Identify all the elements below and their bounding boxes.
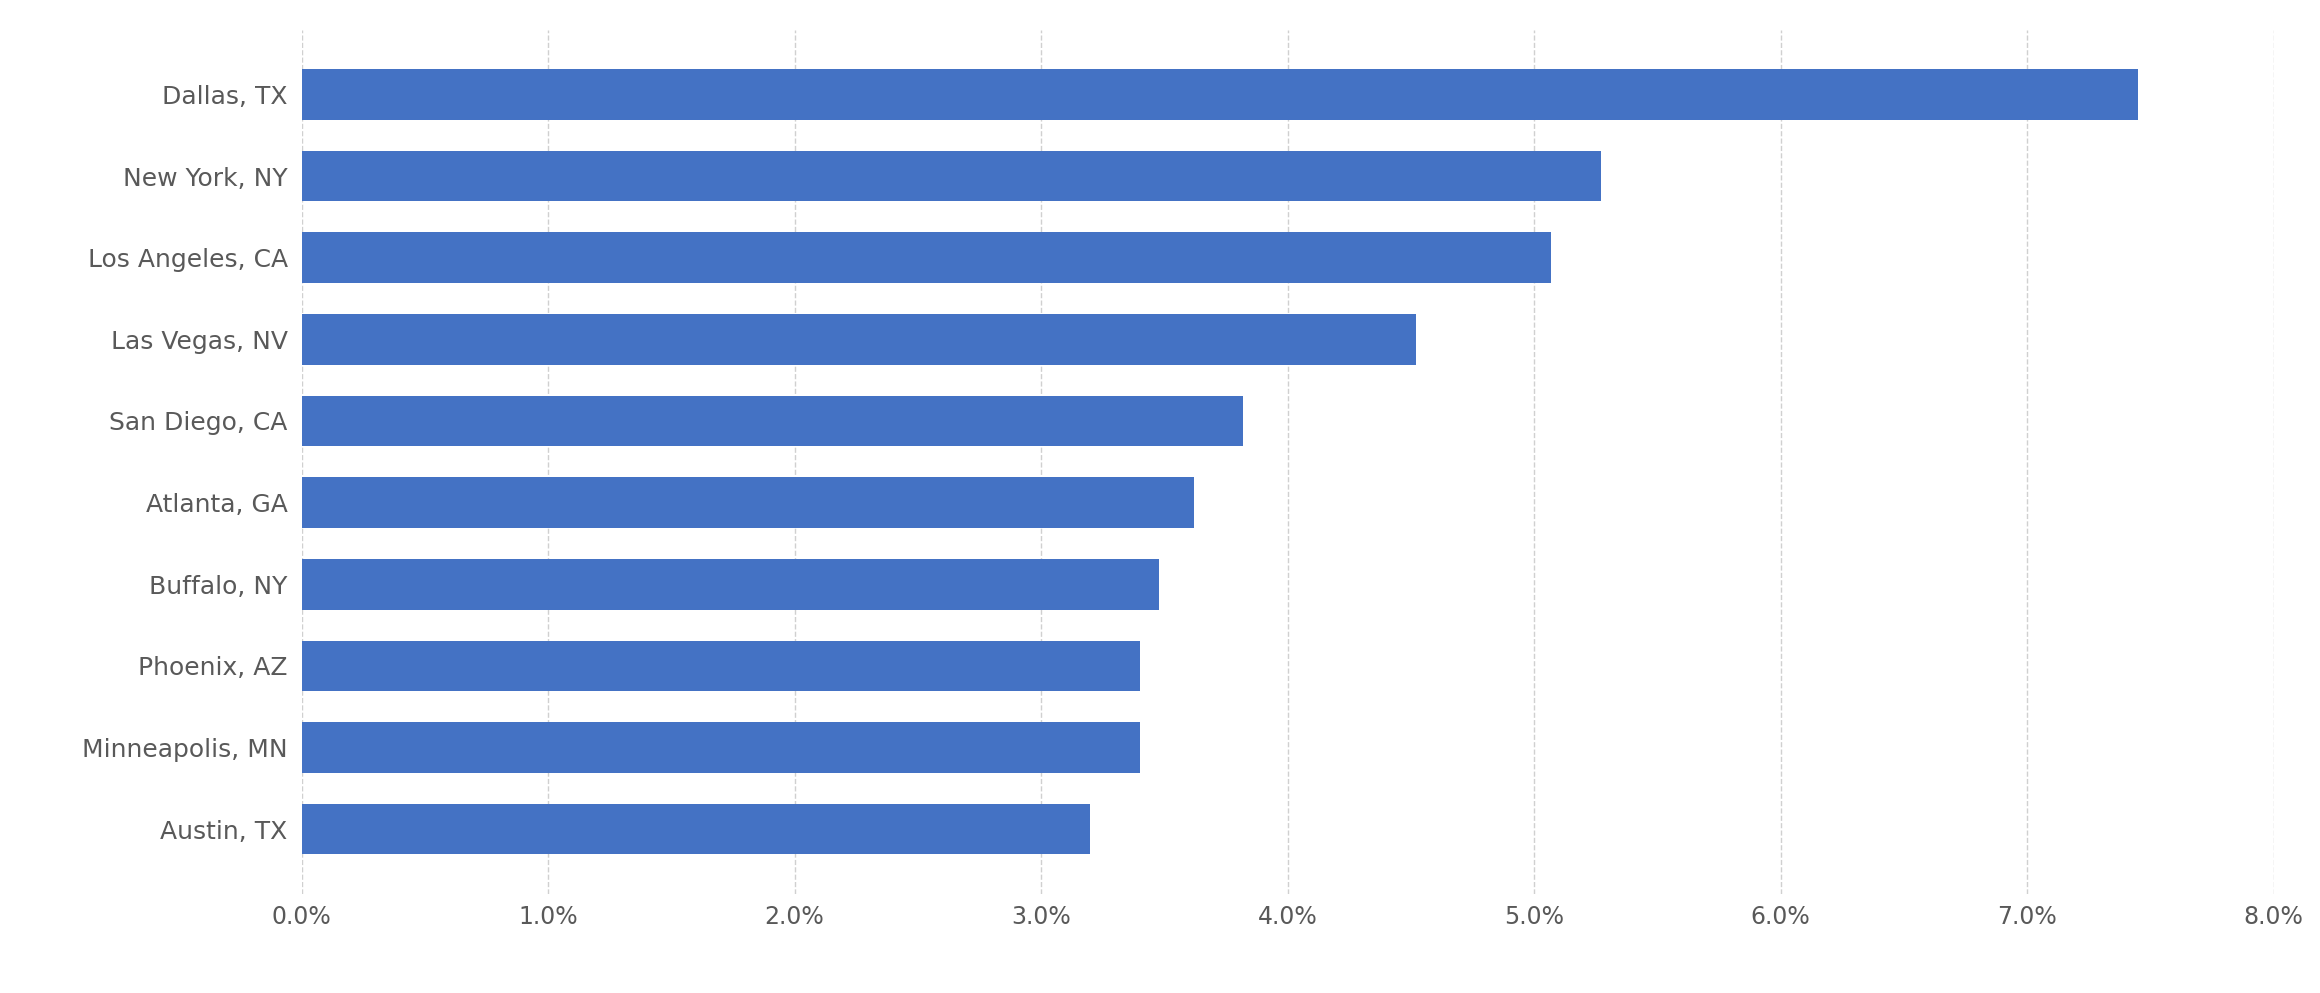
Bar: [302, 70, 2139, 120]
Bar: [302, 559, 1160, 610]
Bar: [302, 640, 1139, 691]
Bar: [302, 151, 1601, 202]
Bar: [302, 232, 1552, 283]
Bar: [302, 395, 1244, 446]
Bar: [302, 314, 1415, 364]
Bar: [302, 722, 1139, 773]
Bar: [302, 478, 1195, 528]
Bar: [302, 803, 1090, 854]
